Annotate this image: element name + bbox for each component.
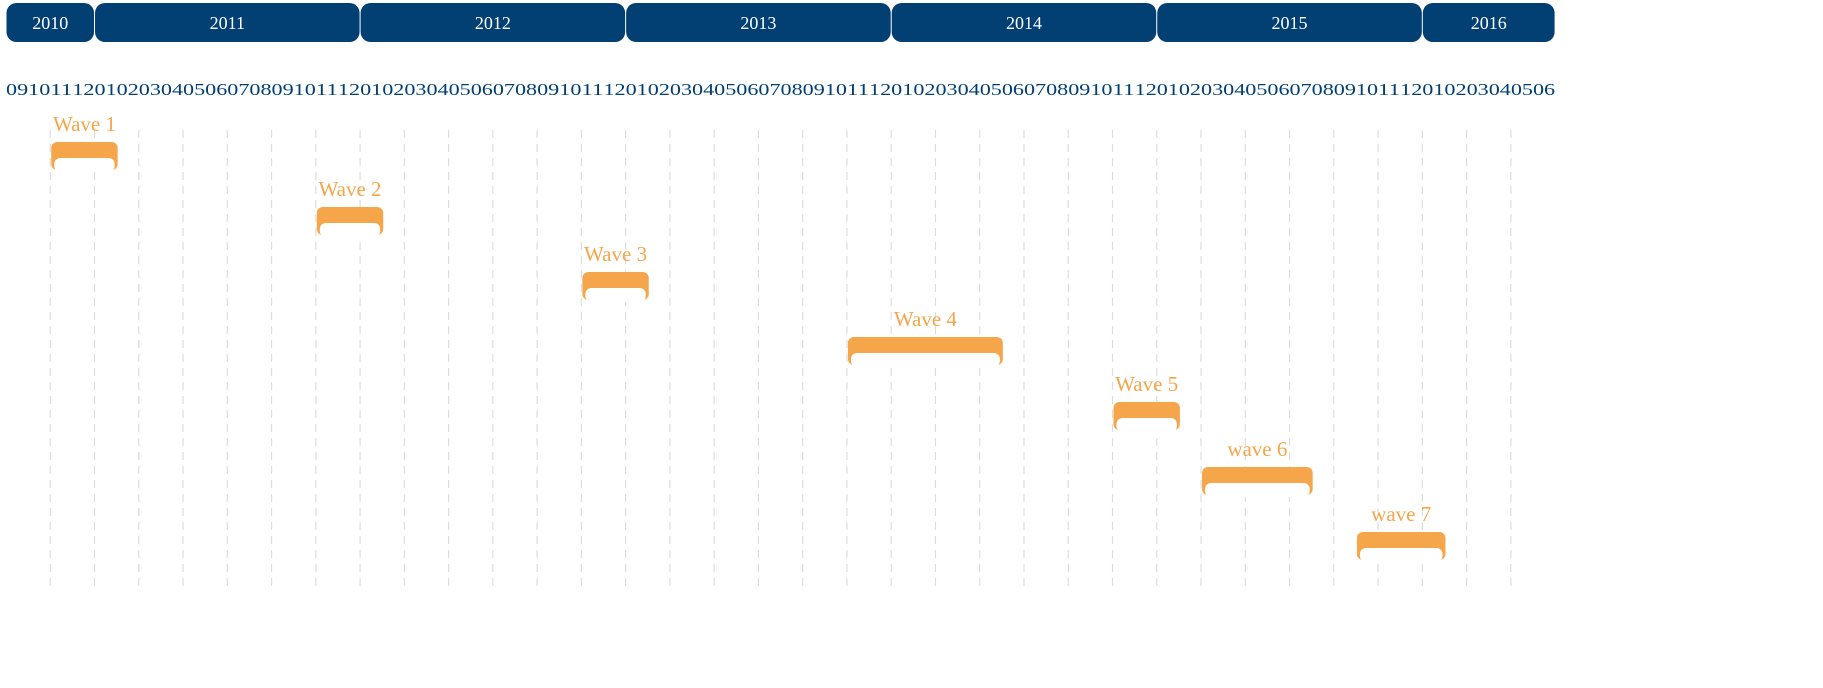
month-label: 03 xyxy=(1467,80,1489,99)
month-label: 10 xyxy=(1090,80,1112,99)
month-label: 06 xyxy=(1267,80,1289,99)
wave-bar-cut xyxy=(850,353,1000,367)
month-label: 09 xyxy=(537,80,559,99)
wave-bar-cut xyxy=(1116,418,1177,432)
month-label: 01 xyxy=(95,80,117,99)
month-label: 10 xyxy=(825,80,847,99)
month-label: 06 xyxy=(471,80,493,99)
month-label: 04 xyxy=(1223,80,1246,99)
wave-label: Wave 4 xyxy=(894,307,958,331)
month-label: 10 xyxy=(28,80,50,99)
year-bar xyxy=(1157,3,1422,42)
year-label: 2015 xyxy=(1272,13,1308,33)
wave-bar-cut xyxy=(54,158,115,172)
year-label: 2010 xyxy=(32,13,68,33)
month-label: 08 xyxy=(1312,80,1334,99)
month-label: 03 xyxy=(404,80,426,99)
month-label: 03 xyxy=(935,80,957,99)
month-label: 03 xyxy=(670,80,692,99)
month-label: 05 xyxy=(1511,80,1533,99)
wave-label: Wave 3 xyxy=(584,242,647,266)
month-label: 06 xyxy=(736,80,758,99)
year-label: 2014 xyxy=(1006,13,1042,33)
month-label: 05 xyxy=(183,80,205,99)
month-label: 09 xyxy=(1334,80,1356,99)
month-label: 12 xyxy=(338,80,360,99)
wave-label: Wave 5 xyxy=(1115,372,1178,396)
month-label: 01 xyxy=(1422,80,1444,99)
year-label: 2013 xyxy=(740,13,776,33)
year-bar xyxy=(891,3,1157,42)
month-label: 07 xyxy=(227,80,250,99)
month-label: 10 xyxy=(559,80,581,99)
month-label: 06 xyxy=(1002,80,1024,99)
month-label: 08 xyxy=(781,80,803,99)
year-label: 2012 xyxy=(475,13,511,33)
month-label: 08 xyxy=(249,80,271,99)
wave-label: wave 6 xyxy=(1227,437,1287,461)
month-label: 12 xyxy=(869,80,891,99)
month-label: 05 xyxy=(980,80,1002,99)
month-label: 06 xyxy=(1533,80,1555,99)
month-label: 07 xyxy=(758,80,781,99)
month-label: 10 xyxy=(294,80,316,99)
month-label: 04 xyxy=(958,80,981,99)
month-label: 02 xyxy=(648,80,670,99)
month-label: 02 xyxy=(913,80,935,99)
month-label: 09 xyxy=(272,80,294,99)
month-label: 11 xyxy=(1113,80,1135,99)
month-label: 05 xyxy=(1245,80,1267,99)
month-label: 04 xyxy=(692,80,715,99)
month-label: 06 xyxy=(205,80,227,99)
month-label: 11 xyxy=(316,80,338,99)
month-label: 03 xyxy=(1201,80,1223,99)
month-label: 01 xyxy=(360,80,382,99)
month-label: 02 xyxy=(382,80,404,99)
year-bar xyxy=(1422,3,1555,42)
month-label: 02 xyxy=(1444,80,1466,99)
month-label: 05 xyxy=(714,80,736,99)
month-label: 01 xyxy=(1157,80,1179,99)
wave-label: wave 7 xyxy=(1371,502,1431,526)
month-label: 04 xyxy=(161,80,184,99)
month-label: 12 xyxy=(1135,80,1157,99)
month-label: 02 xyxy=(117,80,139,99)
month-label: 09 xyxy=(803,80,825,99)
month-label: 09 xyxy=(1068,80,1090,99)
month-label: 03 xyxy=(139,80,161,99)
month-label: 12 xyxy=(72,80,94,99)
year-label: 2016 xyxy=(1471,13,1507,33)
month-label: 10 xyxy=(1356,80,1378,99)
month-label: 04 xyxy=(426,80,449,99)
month-label: 11 xyxy=(581,80,603,99)
year-label: 2011 xyxy=(210,13,245,33)
month-label: 07 xyxy=(1024,80,1047,99)
month-label: 12 xyxy=(1400,80,1422,99)
wave-label: Wave 1 xyxy=(53,112,116,136)
month-label: 11 xyxy=(847,80,869,99)
month-label: 12 xyxy=(604,80,626,99)
month-label: 04 xyxy=(1489,80,1512,99)
month-label: 07 xyxy=(493,80,516,99)
wave-bar-cut xyxy=(319,223,381,237)
month-label: 02 xyxy=(1179,80,1201,99)
wave-bar-cut xyxy=(1205,483,1310,497)
wave-bar-cut xyxy=(585,288,646,302)
month-label: 08 xyxy=(515,80,537,99)
month-label: 09 xyxy=(6,80,28,99)
month-label: 05 xyxy=(449,80,471,99)
year-bar xyxy=(95,3,360,42)
year-bar xyxy=(360,3,626,42)
year-bar xyxy=(6,3,95,42)
month-label: 01 xyxy=(891,80,913,99)
wave-bar-cut xyxy=(1359,548,1443,562)
year-bar xyxy=(626,3,891,42)
wave-label: Wave 2 xyxy=(318,177,381,201)
month-label: 01 xyxy=(626,80,648,99)
month-label: 07 xyxy=(1290,80,1313,99)
month-label: 11 xyxy=(1378,80,1400,99)
month-label: 08 xyxy=(1046,80,1068,99)
month-label: 11 xyxy=(50,80,72,99)
